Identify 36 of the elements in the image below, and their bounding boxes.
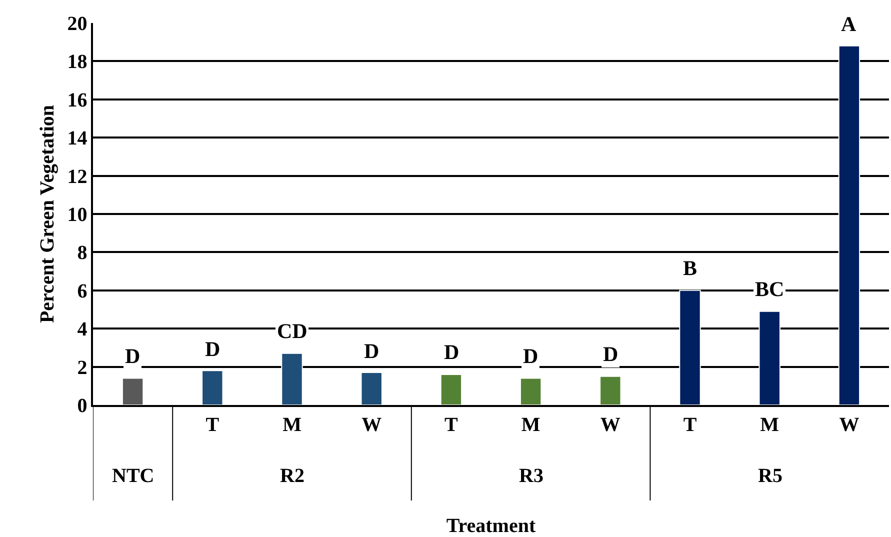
data-label: D: [205, 337, 220, 361]
y-tick-label: 14: [67, 128, 88, 150]
data-label: CD: [277, 319, 308, 343]
data-label: B: [683, 256, 698, 280]
data-label: A: [841, 12, 857, 36]
text: R5: [758, 465, 782, 487]
x-tick-label: W: [600, 414, 620, 436]
x-tick-label: T: [206, 414, 220, 436]
x-tick-label: M: [521, 414, 540, 436]
y-tick-label: 20: [67, 13, 88, 35]
y-tick-label: 18: [67, 51, 88, 74]
y-tick-label: 10: [67, 204, 88, 226]
data-label: D: [125, 344, 140, 368]
x-tick-label: W: [839, 414, 860, 436]
x-tick-label: W: [362, 414, 382, 436]
x-tick-label: T: [444, 414, 459, 436]
data-label: D: [444, 340, 460, 364]
data-label: BC: [755, 277, 784, 301]
y-tick-label: 12: [67, 166, 88, 188]
y-tick-label: 16: [67, 89, 88, 112]
y-axis-title: Percent Green Vegetation: [36, 104, 58, 324]
text: NTC: [112, 465, 154, 487]
data-label: D: [603, 342, 618, 366]
text: R2: [280, 465, 304, 487]
x-tick-label: T: [683, 414, 698, 436]
y-tick-label: 6: [77, 280, 88, 302]
x-tick-label: M: [760, 414, 780, 436]
data-label: D: [364, 339, 380, 363]
y-tick-label: 4: [77, 318, 88, 341]
y-tick-label: 2: [77, 356, 88, 379]
x-axis-title: Treatment: [446, 515, 536, 537]
text: R3: [519, 465, 544, 487]
y-tick-label: 8: [77, 242, 88, 264]
y-tick-label: 0: [77, 395, 88, 417]
x-tick-label: M: [282, 414, 302, 436]
data-label: D: [523, 344, 538, 368]
